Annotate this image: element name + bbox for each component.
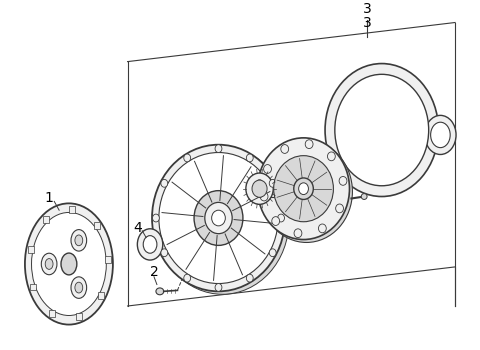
Ellipse shape (161, 249, 168, 257)
FancyBboxPatch shape (98, 292, 104, 299)
Ellipse shape (161, 180, 168, 187)
Ellipse shape (339, 176, 347, 185)
Ellipse shape (61, 253, 77, 275)
Ellipse shape (260, 192, 268, 201)
Ellipse shape (184, 154, 191, 162)
Ellipse shape (294, 178, 313, 200)
FancyBboxPatch shape (94, 222, 100, 229)
Ellipse shape (45, 259, 53, 270)
Ellipse shape (255, 180, 264, 197)
FancyBboxPatch shape (106, 256, 111, 262)
Text: 3: 3 (363, 16, 372, 30)
Ellipse shape (274, 156, 334, 222)
Ellipse shape (336, 204, 344, 213)
Ellipse shape (325, 64, 438, 196)
Ellipse shape (71, 277, 86, 298)
Ellipse shape (431, 122, 450, 148)
Ellipse shape (335, 74, 429, 186)
Ellipse shape (194, 191, 243, 245)
Ellipse shape (327, 152, 336, 161)
Ellipse shape (281, 145, 288, 153)
Ellipse shape (41, 253, 57, 275)
Text: 1: 1 (44, 191, 53, 205)
Ellipse shape (258, 138, 349, 239)
Ellipse shape (299, 183, 309, 195)
Ellipse shape (159, 153, 278, 284)
Ellipse shape (277, 214, 285, 222)
Ellipse shape (425, 116, 456, 154)
Ellipse shape (361, 194, 367, 199)
Ellipse shape (318, 224, 326, 233)
Ellipse shape (156, 288, 164, 295)
Ellipse shape (246, 154, 253, 162)
Ellipse shape (246, 274, 253, 282)
FancyBboxPatch shape (43, 216, 49, 223)
Text: 2: 2 (150, 265, 158, 279)
Ellipse shape (269, 249, 276, 257)
Ellipse shape (264, 164, 271, 173)
Ellipse shape (32, 212, 106, 315)
Text: 4: 4 (133, 221, 142, 235)
Ellipse shape (75, 235, 83, 246)
Ellipse shape (215, 145, 222, 153)
FancyBboxPatch shape (70, 206, 75, 213)
Ellipse shape (212, 210, 225, 226)
Ellipse shape (71, 230, 86, 251)
FancyBboxPatch shape (76, 313, 82, 320)
Ellipse shape (294, 229, 302, 238)
Ellipse shape (215, 284, 222, 291)
Ellipse shape (261, 141, 352, 243)
FancyBboxPatch shape (30, 284, 36, 290)
Ellipse shape (246, 173, 273, 204)
Ellipse shape (25, 203, 113, 324)
Ellipse shape (252, 180, 267, 197)
Ellipse shape (137, 229, 163, 260)
Ellipse shape (75, 282, 83, 293)
Ellipse shape (143, 236, 157, 253)
Ellipse shape (184, 274, 191, 282)
FancyBboxPatch shape (49, 310, 55, 317)
FancyBboxPatch shape (28, 246, 34, 253)
Ellipse shape (272, 217, 280, 225)
Ellipse shape (152, 145, 285, 291)
Ellipse shape (153, 214, 159, 222)
Ellipse shape (269, 180, 276, 187)
Ellipse shape (205, 202, 232, 234)
Ellipse shape (305, 140, 313, 148)
Text: 3: 3 (363, 2, 372, 16)
Ellipse shape (156, 148, 289, 294)
